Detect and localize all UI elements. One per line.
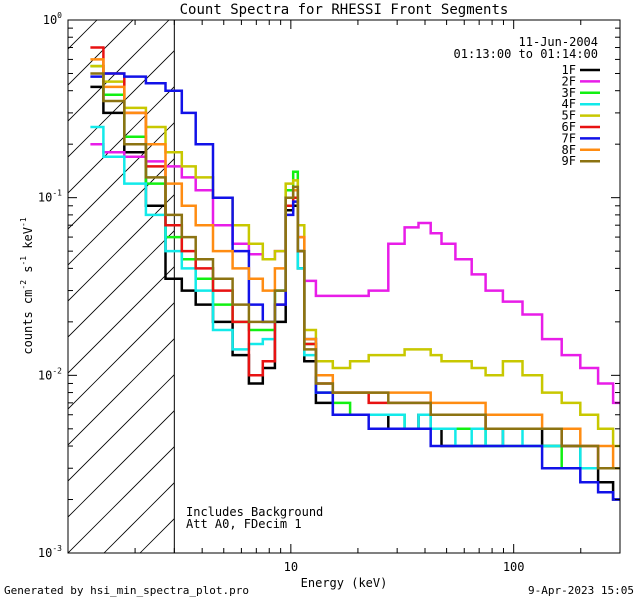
- hatch-line: [392, 20, 640, 553]
- y-tick-base: 10: [38, 546, 52, 560]
- hatch-line: [68, 50, 175, 158]
- legend-label-3F: 3F: [562, 86, 576, 100]
- hatch-line: [68, 410, 175, 518]
- legend-label-6F: 6F: [562, 120, 576, 134]
- y-axis-label: counts cm-2 s-1 keV-1: [19, 217, 35, 354]
- chart-title: Count Spectra for RHESSI Front Segments: [180, 2, 509, 18]
- y-tick-label-0.01: 10-2: [38, 366, 62, 382]
- x-tick-label-100: 100: [503, 560, 525, 574]
- hatch-line: [428, 20, 640, 553]
- hatch-line: [608, 20, 640, 553]
- hatch-line: [68, 122, 175, 230]
- y-tick-exp: 0: [57, 11, 62, 20]
- y-label-part: keV: [21, 227, 35, 256]
- legend-label-8F: 8F: [562, 143, 576, 157]
- x-tick-label-10: 10: [284, 560, 298, 574]
- hatch-line: [284, 20, 640, 553]
- date-label: 11-Jun-2004: [519, 35, 598, 49]
- series-line-2F: [90, 142, 620, 405]
- series-line-5F: [90, 64, 620, 448]
- hatch-line: [320, 20, 640, 553]
- hatch-line: [68, 266, 175, 374]
- annotation-background: Includes Background: [186, 505, 323, 519]
- hatch-line: [68, 230, 175, 338]
- x-tick-label: 10 100: [284, 560, 525, 574]
- footer-timestamp: 9-Apr-2023 15:05: [528, 584, 634, 597]
- y-tick-base: 10: [38, 368, 52, 382]
- hatch-line: [68, 194, 175, 302]
- hatch-line: [68, 20, 170, 122]
- series-line-1F: [90, 85, 620, 501]
- series-line-6F: [90, 46, 620, 470]
- legend-label-9F: 9F: [562, 154, 576, 168]
- axis-ticks: [67, 19, 621, 554]
- hatch-line: [536, 20, 640, 553]
- hatch-line: [68, 86, 175, 194]
- y-tick-label-0.1: 10-1: [38, 189, 62, 205]
- x-axis-label: Energy (keV): [301, 576, 388, 590]
- y-label-sup: -1: [19, 217, 28, 227]
- hatch-line: [572, 20, 640, 553]
- legend-label-2F: 2F: [562, 74, 576, 88]
- series-layer: [90, 46, 620, 501]
- y-label-sup: -1: [19, 256, 28, 266]
- hatch-line: [68, 374, 175, 482]
- y-tick-base: 10: [38, 191, 52, 205]
- hatch-line: [68, 446, 175, 553]
- y-label-sup: -2: [19, 280, 28, 290]
- series-line-9F: [90, 72, 620, 470]
- y-tick-label-1: 100: [43, 11, 62, 27]
- footer-generated-by: Generated by hsi_min_spectra_plot.pro: [4, 584, 250, 597]
- y-label-part: counts cm: [21, 290, 35, 355]
- hatch-line: [103, 482, 175, 553]
- legend-label-5F: 5F: [562, 109, 576, 123]
- y-tick-exp: -1: [52, 189, 62, 198]
- legend-label-1F: 1F: [562, 63, 576, 77]
- plot-frame: [67, 19, 621, 554]
- y-label-part: s: [21, 266, 35, 280]
- hatch-region: [68, 20, 640, 553]
- y-tick-label-0.001: 10-3: [38, 544, 62, 560]
- hatch-line: [68, 158, 175, 266]
- annotation-attenuator: Att A0, FDecim 1: [186, 517, 302, 531]
- time-range-label: 01:13:00 to 01:14:00: [454, 47, 599, 61]
- legend-label-7F: 7F: [562, 131, 576, 145]
- y-tick-base: 10: [43, 13, 57, 27]
- series-line-8F: [90, 58, 620, 470]
- legend-label-4F: 4F: [562, 97, 576, 111]
- y-tick-exp: -3: [52, 544, 62, 553]
- y-tick-exp: -2: [52, 366, 62, 375]
- hatch-line: [464, 20, 640, 553]
- hatch-line: [68, 338, 175, 446]
